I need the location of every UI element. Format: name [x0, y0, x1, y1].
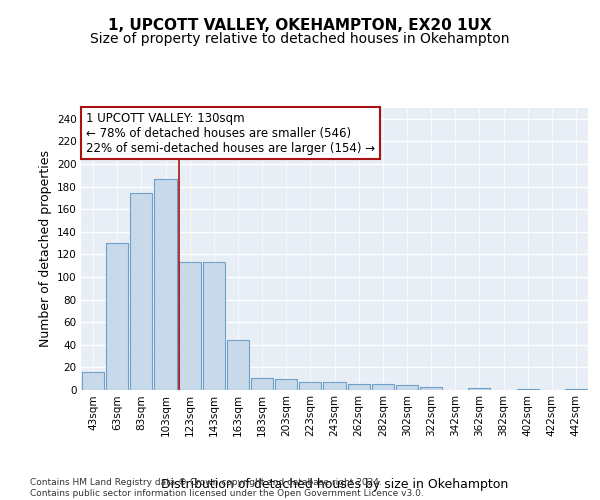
Bar [227, 340, 249, 390]
Bar [179, 262, 201, 390]
Bar [82, 372, 104, 390]
Y-axis label: Number of detached properties: Number of detached properties [38, 150, 52, 348]
Bar [106, 243, 128, 390]
Text: Size of property relative to detached houses in Okehampton: Size of property relative to detached ho… [90, 32, 510, 46]
Bar [323, 382, 346, 390]
Bar [203, 262, 225, 390]
Bar [154, 178, 176, 390]
Text: 1, UPCOTT VALLEY, OKEHAMPTON, EX20 1UX: 1, UPCOTT VALLEY, OKEHAMPTON, EX20 1UX [108, 18, 492, 32]
Bar [468, 388, 490, 390]
Bar [299, 382, 322, 390]
Bar [396, 386, 418, 390]
Bar [371, 384, 394, 390]
Bar [420, 386, 442, 390]
Bar [130, 194, 152, 390]
Bar [347, 384, 370, 390]
Bar [251, 378, 273, 390]
X-axis label: Distribution of detached houses by size in Okehampton: Distribution of detached houses by size … [161, 478, 508, 491]
Text: Contains HM Land Registry data © Crown copyright and database right 2024.
Contai: Contains HM Land Registry data © Crown c… [30, 478, 424, 498]
Bar [275, 378, 298, 390]
Text: 1 UPCOTT VALLEY: 130sqm
← 78% of detached houses are smaller (546)
22% of semi-d: 1 UPCOTT VALLEY: 130sqm ← 78% of detache… [86, 112, 375, 154]
Bar [517, 389, 539, 390]
Bar [565, 389, 587, 390]
